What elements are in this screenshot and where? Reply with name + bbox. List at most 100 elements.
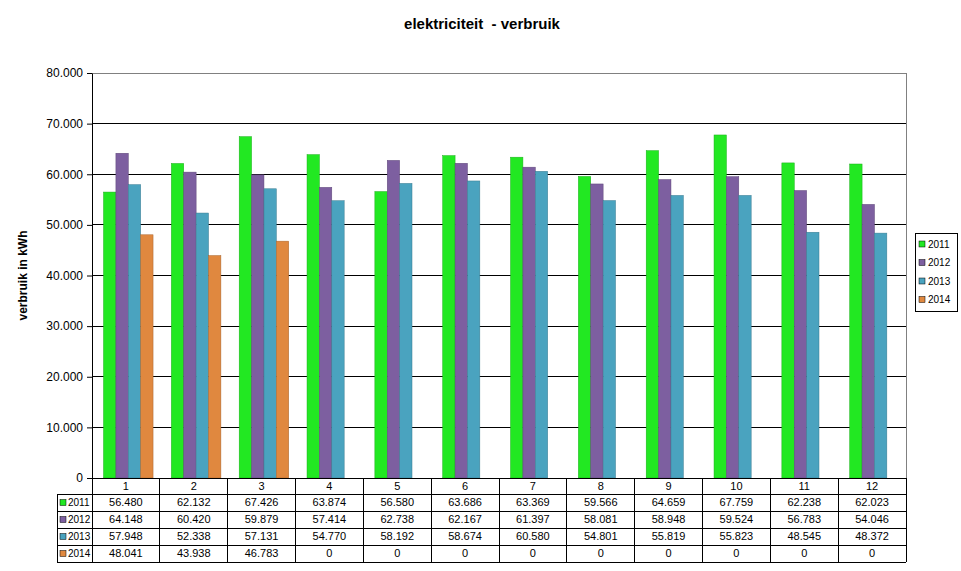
bar [591, 184, 603, 478]
tick-label: 11 [799, 480, 810, 492]
table-cell: 67.426 [245, 496, 279, 508]
table-cell: 48.372 [855, 530, 889, 542]
tick: 6 [462, 480, 468, 492]
table-rule [57, 545, 906, 546]
table-cell: 58.674 [448, 530, 482, 542]
table-rule [566, 478, 567, 562]
tick: 5 [394, 480, 400, 492]
table-cell: 0 [733, 547, 739, 559]
tick: 12 [866, 480, 878, 492]
bar [511, 157, 523, 478]
bar [807, 232, 819, 478]
tick: 7 [530, 480, 536, 492]
tick-label: 2 [191, 480, 197, 492]
table-cell: 59.566 [584, 496, 618, 508]
bar [850, 164, 862, 478]
table-cell: 58.948 [652, 513, 686, 525]
tick-mark [87, 124, 92, 125]
tick-label: 10 [730, 480, 742, 492]
bar [116, 153, 128, 478]
y-axis: 010.00020.00030.00040.00050.00060.00070.… [46, 66, 92, 485]
table-cell: 48.041 [109, 547, 143, 559]
table-rule [92, 478, 93, 562]
chart: elektriciteit - verbruikverbruik in kWh0… [0, 0, 961, 571]
table-cell: 59.524 [720, 513, 754, 525]
bar-series [104, 135, 863, 478]
bar [252, 175, 264, 478]
table-cell: 0 [462, 547, 468, 559]
table-cell: 63.874 [313, 496, 347, 508]
tick-mark [87, 276, 92, 277]
tick-mark [87, 225, 92, 226]
bar-series [141, 235, 289, 478]
table-rule [227, 478, 228, 562]
bar [171, 163, 183, 478]
table-cell: 0 [666, 547, 672, 559]
tick: 11 [799, 480, 810, 492]
table-rule [838, 478, 839, 562]
table-cell: 0 [801, 547, 807, 559]
bar [467, 181, 479, 478]
table-cell: 57.131 [245, 530, 279, 542]
bar [794, 191, 806, 478]
tick-label: 80.000 [46, 66, 83, 80]
tick-label: 9 [666, 480, 672, 492]
table-cell: 56.783 [787, 513, 821, 525]
bar [535, 171, 547, 478]
table-cell: 61.397 [516, 513, 550, 525]
table-cell: 64.659 [652, 496, 686, 508]
table-rule [634, 478, 635, 562]
tick: 3 [259, 480, 265, 492]
table-cell: 60.580 [516, 530, 550, 542]
tick-label: 30.000 [46, 319, 83, 333]
tick: 0 [76, 471, 92, 485]
legend-swatch [919, 278, 925, 284]
table-rule [57, 511, 906, 512]
table-rule [57, 562, 906, 563]
bar [726, 177, 738, 478]
bars [104, 135, 887, 478]
tick-mark [87, 427, 92, 428]
table-cell: 46.783 [245, 547, 279, 559]
bar [603, 201, 615, 478]
legend-label: 2011 [928, 239, 950, 250]
table-row-header: 2012 [68, 514, 91, 525]
table-cell: 57.414 [313, 513, 347, 525]
tick-label: 0 [76, 471, 83, 485]
tick: 50.000 [46, 218, 92, 232]
table-cell: 55.823 [720, 530, 754, 542]
legend-box [915, 233, 957, 311]
bar [523, 167, 535, 478]
tick: 70.000 [46, 117, 92, 131]
table-cell: 62.132 [177, 496, 211, 508]
table-cell: 0 [530, 547, 536, 559]
tick-mark [87, 174, 92, 175]
bar [209, 256, 221, 478]
table-rule [57, 494, 58, 562]
bar [400, 183, 412, 478]
bar [264, 189, 276, 478]
tick: 2 [191, 480, 197, 492]
bar [443, 156, 455, 478]
bar [862, 204, 874, 478]
tick-mark [87, 478, 92, 479]
table-cell: 64.148 [109, 513, 143, 525]
bar [714, 135, 726, 478]
table-rule [499, 478, 500, 562]
tick-mark [87, 326, 92, 327]
table-cell: 63.369 [516, 496, 550, 508]
tick-label: 12 [866, 480, 878, 492]
bar [104, 192, 116, 478]
bar-series [128, 171, 887, 478]
tick-label: 5 [394, 480, 400, 492]
chart-title: elektriciteit - verbruik [404, 15, 561, 32]
table-rule [770, 478, 771, 562]
tick: 60.000 [46, 168, 92, 182]
table-swatch [60, 534, 66, 540]
bar [659, 180, 671, 478]
tick-label: 60.000 [46, 168, 83, 182]
table-cell: 62.238 [787, 496, 821, 508]
legend-label: 2013 [928, 276, 951, 287]
table-cell: 55.819 [652, 530, 686, 542]
table-cell: 63.686 [448, 496, 482, 508]
